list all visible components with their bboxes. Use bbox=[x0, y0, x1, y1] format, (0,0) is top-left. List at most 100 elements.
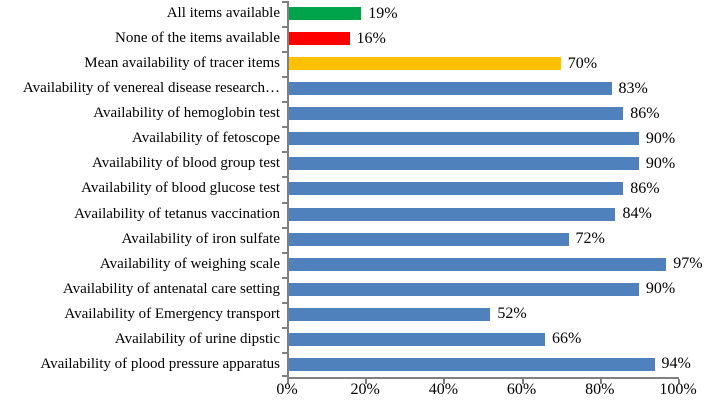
chart-row: Availability of blood glucose test 86% bbox=[0, 176, 708, 201]
value-label: 97% bbox=[673, 255, 703, 273]
bar-track: 83% bbox=[287, 76, 678, 101]
x-axis-tick bbox=[443, 379, 446, 384]
value-label: 52% bbox=[497, 305, 527, 323]
bar bbox=[287, 182, 624, 196]
bar bbox=[287, 357, 655, 371]
chart-rows: All items available 19% None of the items … bbox=[0, 1, 708, 377]
category-label: Availability of antenatal care setting bbox=[62, 280, 280, 297]
y-axis-tick bbox=[282, 101, 287, 104]
bar bbox=[287, 232, 569, 246]
category-label: Availability of blood group test bbox=[91, 155, 280, 172]
bar bbox=[287, 282, 639, 296]
category-label: Availability of urine dipstic bbox=[114, 330, 280, 347]
chart-row: Mean availability of tracer items 70% bbox=[0, 51, 708, 76]
y-axis-tick bbox=[282, 176, 287, 179]
category-label: All items available bbox=[166, 5, 280, 22]
chart-row: Availability of urine dipstic 66% bbox=[0, 327, 708, 352]
bar bbox=[287, 257, 667, 271]
bar-track: 90% bbox=[287, 126, 678, 151]
value-label: 86% bbox=[630, 104, 660, 122]
y-axis-tick bbox=[282, 301, 287, 304]
chart-row: Availability of blood group test 90% bbox=[0, 151, 708, 176]
bar bbox=[287, 307, 491, 321]
chart-row: Availability of iron sulfate 72% bbox=[0, 227, 708, 252]
category-label: Availability of hemoglobin test bbox=[93, 105, 280, 122]
category-label: Availability of weighing scale bbox=[99, 255, 280, 272]
category-label: Availability of plood pressure apparatus bbox=[40, 355, 280, 372]
chart-row: Availability of plood pressure apparatus… bbox=[0, 352, 708, 377]
chart-row: Availability of hemoglobin test 86% bbox=[0, 101, 708, 126]
y-axis-tick bbox=[282, 51, 287, 54]
chart-row: Availability of antenatal care setting 90… bbox=[0, 277, 708, 302]
bar bbox=[287, 32, 350, 46]
category-label: Availability of Emergency transport bbox=[64, 305, 280, 322]
bar-track: 70% bbox=[287, 51, 678, 76]
bar bbox=[287, 107, 624, 121]
x-tick-label: 20% bbox=[350, 381, 380, 398]
bar-track: 86% bbox=[287, 176, 678, 201]
x-tick-label: 60% bbox=[506, 381, 537, 398]
y-axis-tick bbox=[282, 226, 287, 229]
y-axis-tick bbox=[282, 276, 287, 279]
x-axis-line bbox=[287, 377, 679, 379]
bar-track: 19% bbox=[287, 1, 678, 26]
bar bbox=[287, 57, 561, 71]
bar bbox=[287, 157, 639, 171]
category-label: Availability of iron sulfate bbox=[121, 230, 280, 247]
bar-track: 90% bbox=[287, 277, 678, 302]
y-axis-tick bbox=[282, 201, 287, 204]
y-axis-tick bbox=[282, 375, 287, 378]
category-label: Availability of blood glucose test bbox=[81, 180, 280, 197]
category-label: Availability of fetoscope bbox=[131, 130, 280, 147]
y-axis-tick bbox=[282, 26, 287, 29]
x-tick-label: 80% bbox=[585, 381, 615, 398]
bar bbox=[287, 132, 639, 146]
y-axis-tick bbox=[282, 1, 287, 3]
x-tick-label: 40% bbox=[428, 381, 459, 398]
bar-track: 52% bbox=[287, 302, 678, 327]
x-axis-tick bbox=[678, 379, 680, 384]
y-axis-tick bbox=[282, 126, 287, 129]
bar-track: 94% bbox=[287, 352, 691, 377]
bar-track: 66% bbox=[287, 327, 678, 352]
y-axis-tick bbox=[282, 251, 287, 254]
x-tick-label: 100% bbox=[659, 381, 697, 398]
bar-track: 97% bbox=[287, 252, 703, 277]
x-axis-tick bbox=[521, 379, 524, 384]
bar-track: 84% bbox=[287, 202, 678, 227]
x-axis-tick bbox=[365, 379, 368, 384]
bar-track: 90% bbox=[287, 151, 678, 176]
value-label: 66% bbox=[552, 330, 582, 348]
bar bbox=[287, 7, 362, 21]
bar-track: 16% bbox=[287, 26, 678, 51]
chart-row: All items available 19% bbox=[0, 1, 708, 26]
bar bbox=[287, 82, 612, 96]
chart-row: Availability of venereal disease researc… bbox=[0, 76, 708, 101]
value-label: 72% bbox=[575, 230, 605, 248]
value-label: 90% bbox=[645, 280, 676, 298]
chart-row: Availability of Emergency transport 52% bbox=[0, 302, 708, 327]
value-label: 90% bbox=[645, 154, 676, 172]
value-label: 86% bbox=[630, 179, 660, 197]
value-label: 94% bbox=[661, 355, 691, 373]
chart-row: Availability of fetoscope 90% bbox=[0, 126, 708, 151]
value-label: 16% bbox=[356, 29, 386, 47]
chart-row: None of the items available 16% bbox=[0, 26, 708, 51]
value-label: 70% bbox=[567, 54, 598, 72]
y-axis-tick bbox=[282, 151, 287, 154]
y-axis-line bbox=[287, 1, 289, 378]
bar bbox=[287, 207, 616, 221]
category-label: Mean availability of tracer items bbox=[84, 55, 280, 72]
x-tick-label: 0% bbox=[276, 381, 298, 398]
x-axis-tick bbox=[599, 379, 602, 384]
bar bbox=[287, 332, 546, 346]
chart-row: Availability of weighing scale 97% bbox=[0, 252, 708, 277]
bar-track: 86% bbox=[287, 101, 678, 126]
value-label: 19% bbox=[368, 4, 398, 22]
bar-track: 72% bbox=[287, 227, 678, 252]
category-label: Availability of venereal disease researc… bbox=[22, 80, 280, 97]
y-axis-tick bbox=[282, 76, 287, 79]
x-axis-tick bbox=[287, 379, 289, 384]
chart-row: Availability of tetanus vaccination 84% bbox=[0, 202, 708, 227]
